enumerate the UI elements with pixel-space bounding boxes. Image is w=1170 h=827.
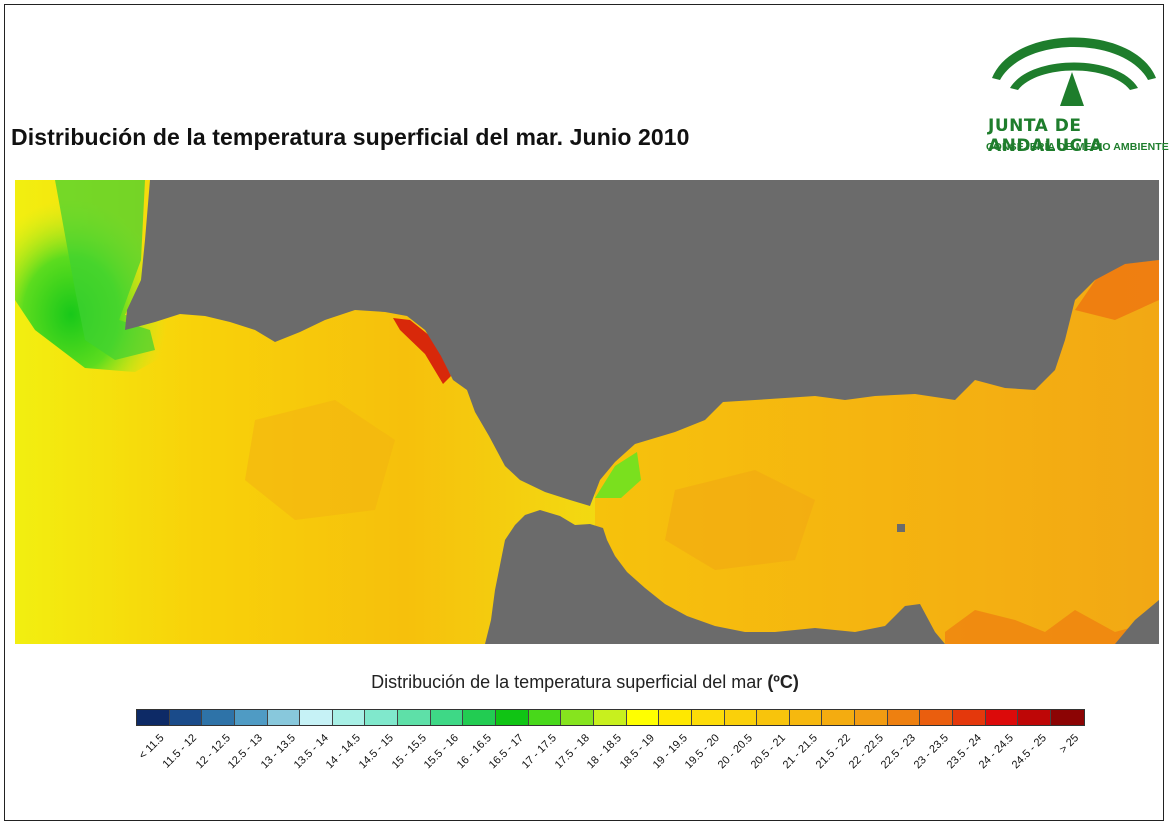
legend-label: 20.5 - 21 <box>748 732 788 772</box>
legend-swatch <box>332 710 366 725</box>
legend-title-text: Distribución de la temperatura superfici… <box>371 672 763 692</box>
legend-label: > 25 <box>1056 732 1081 756</box>
legend-swatch <box>953 710 986 725</box>
logo-name: JUNTA DE ANDALUCIA <box>988 116 1104 156</box>
legend-label: 13 - 13.5 <box>258 732 298 772</box>
legend-label: 16.5 - 17 <box>487 732 527 772</box>
cold-water-strait <box>595 452 641 498</box>
legend-swatch <box>593 710 627 725</box>
legend-label: 16 - 16.5 <box>454 732 494 772</box>
legend-label: 14.5 - 15 <box>356 732 396 772</box>
legend-label: 21.5 - 22 <box>813 732 853 772</box>
legend-label: 23 - 23.5 <box>911 732 951 772</box>
legend-swatch <box>169 710 203 725</box>
figure-frame <box>4 4 1164 821</box>
legend-swatch <box>626 710 660 725</box>
legend-label: 12.5 - 13 <box>225 732 266 772</box>
legend-swatch <box>430 710 464 725</box>
legend-label: 24 - 24.5 <box>976 732 1017 772</box>
legend-label: 19 - 19.5 <box>650 732 690 772</box>
warm-patch-huelva <box>393 318 451 384</box>
land-iberia <box>125 180 1159 506</box>
legend-swatch <box>1018 710 1051 725</box>
legend-color-bar <box>136 709 1085 726</box>
legend-label: 22.5 - 23 <box>878 732 919 772</box>
legend-swatch <box>398 710 431 725</box>
legend-label: 12 - 12.5 <box>193 732 233 772</box>
legend-swatch <box>528 710 562 725</box>
legend-swatch <box>561 710 594 725</box>
legend-label: 23.5 - 24 <box>944 732 984 772</box>
legend-label: 14 - 14.5 <box>323 732 364 772</box>
legend-label: < 11.5 <box>137 732 167 762</box>
map-title: Distribución de la temperatura superfici… <box>11 124 690 150</box>
legend-swatch <box>463 710 497 725</box>
legend-label: 24.5 - 25 <box>1009 732 1049 772</box>
legend-swatch <box>365 710 399 725</box>
legend-swatch <box>985 710 1019 725</box>
legend-swatch <box>137 710 170 725</box>
junta-andalucia-logo <box>992 37 1156 106</box>
logo-subtitle: CONSEJERÍA DE MEDIO AMBIENTE <box>986 141 1169 153</box>
legend-swatch <box>1050 710 1084 725</box>
legend-swatch <box>920 710 954 725</box>
legend-labels: < 11.5 11.5 - 12 12 - 12.5 12.5 - 13 13 - 13… <box>136 732 1116 792</box>
legend-label: 13.5 - 14 <box>291 732 331 772</box>
legend-label: 17 - 17.5 <box>519 732 560 772</box>
legend-swatch <box>659 710 692 725</box>
legend-label: 21 - 21.5 <box>781 732 821 772</box>
legend-swatch <box>496 710 529 725</box>
legend-label: 22 - 22.5 <box>846 732 886 772</box>
legend-swatch <box>789 710 823 725</box>
legend-label: 20 - 20.5 <box>715 732 755 772</box>
legend-swatch <box>234 710 268 725</box>
legend-swatch <box>855 710 888 725</box>
legend-label: 18.5 - 19 <box>617 732 657 772</box>
legend-swatch <box>822 710 856 725</box>
legend-label: 17.5 - 18 <box>552 732 592 772</box>
legend-label: 15 - 15.5 <box>389 732 429 772</box>
legend-swatch <box>202 710 235 725</box>
legend-swatch <box>724 710 758 725</box>
legend-title: Distribución de la temperatura superfici… <box>0 672 1170 693</box>
legend-swatch <box>267 710 301 725</box>
legend-swatch <box>887 710 921 725</box>
legend-swatch <box>300 710 333 725</box>
legend-swatch <box>757 710 790 725</box>
legend-label: 18 - 18.5 <box>585 732 625 772</box>
legend-unit: (ºC) <box>767 672 799 692</box>
legend-label: 11.5 - 12 <box>160 732 200 771</box>
legend-label: 19.5 - 20 <box>683 732 723 772</box>
legend-swatch <box>691 710 725 725</box>
sst-map <box>15 180 1159 644</box>
legend-label: 15.5 - 16 <box>421 732 462 772</box>
land-africa <box>485 510 945 644</box>
